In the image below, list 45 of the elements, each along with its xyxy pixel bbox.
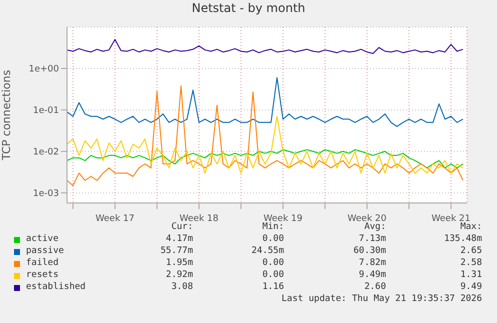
legend-label: resets xyxy=(26,270,59,281)
text: 1.95m xyxy=(166,258,193,269)
y-axis-title: TCP connections xyxy=(0,70,13,162)
text: 4.17m xyxy=(166,234,193,245)
text: 1.16 xyxy=(262,282,284,293)
y-tick-label: 1e-01 xyxy=(33,106,59,116)
text: Min: xyxy=(262,222,284,233)
line-series xyxy=(67,116,464,174)
text: 55.77m xyxy=(160,246,193,257)
text: 24.55m xyxy=(251,246,284,257)
text: 3.08 xyxy=(171,282,193,293)
text: 60.30m xyxy=(353,246,386,257)
text: 0.00 xyxy=(262,234,284,245)
text: 1.31 xyxy=(460,270,482,281)
y-tick-label: 1e+00 xyxy=(28,64,60,75)
legend-label: passive xyxy=(26,246,64,257)
text: 9.49m xyxy=(358,270,386,281)
chart-title: Netstat - by month xyxy=(190,1,306,15)
text: Last update: Thu May 21 19:35:37 2026 xyxy=(282,294,482,305)
x-tick-label: Week 18 xyxy=(180,214,219,224)
text: Avg: xyxy=(364,222,386,233)
text: 2.60 xyxy=(364,282,386,293)
line-series xyxy=(67,149,464,168)
legend-label: failed xyxy=(26,258,59,269)
text: 2.58 xyxy=(460,258,482,269)
y-tick-label: 1e-02 xyxy=(33,148,59,158)
legend-label: active xyxy=(26,234,59,245)
x-tick-label: Week 21 xyxy=(432,214,470,224)
text: 0.00 xyxy=(262,258,284,269)
line-series xyxy=(67,77,464,127)
text: 2.65 xyxy=(460,246,482,257)
text: 9.49 xyxy=(460,282,482,293)
line-series xyxy=(67,38,464,54)
legend-label: established xyxy=(26,282,86,293)
line-series xyxy=(67,85,464,186)
text: 7.13m xyxy=(358,234,386,245)
x-tick-label: Week 20 xyxy=(348,214,387,224)
text: 7.82m xyxy=(358,258,386,269)
text: Max: xyxy=(460,222,482,233)
x-tick-label: Week 17 xyxy=(96,214,134,224)
y-tick-label: 1e-03 xyxy=(33,189,59,200)
text: 135.48m xyxy=(444,234,482,245)
text: 0.00 xyxy=(262,270,284,281)
text: Cur: xyxy=(171,222,193,233)
text: 2.92m xyxy=(166,270,193,281)
